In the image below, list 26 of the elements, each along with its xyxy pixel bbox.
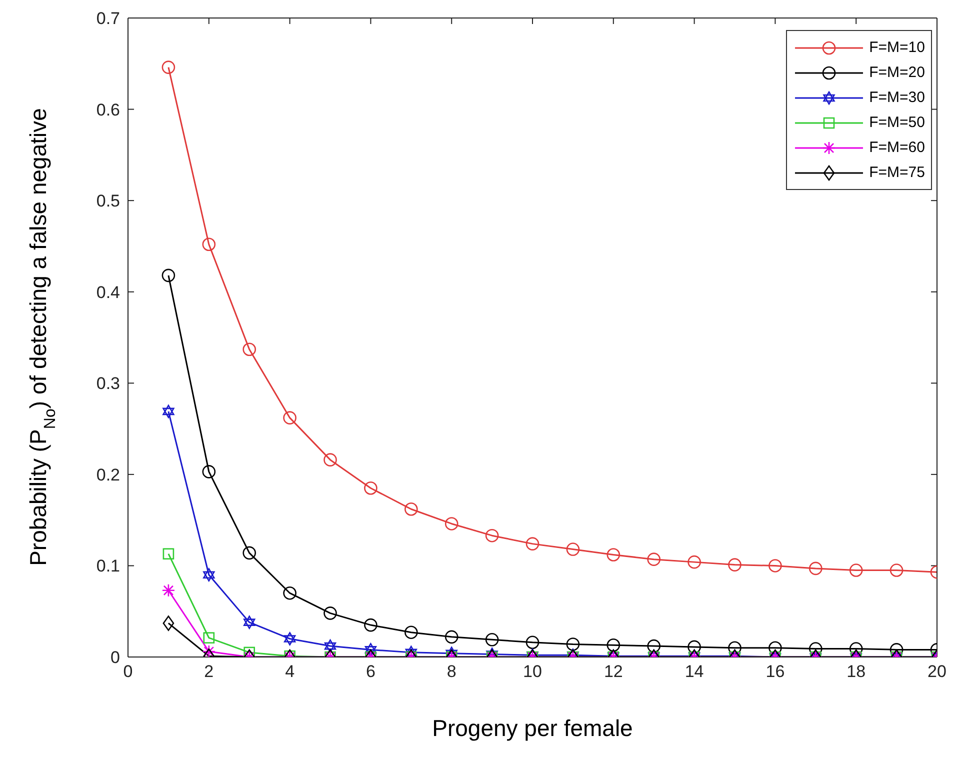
- x-axis-title: Progeny per female: [432, 715, 633, 741]
- legend-label: F=M=30: [869, 89, 925, 106]
- y-tick-label: 0.3: [96, 374, 120, 394]
- x-tick-label: 10: [523, 662, 542, 682]
- y-tick-label: 0.6: [96, 100, 120, 120]
- y-tick-label: 0: [110, 648, 120, 668]
- y-tick-label: 0.4: [96, 282, 120, 302]
- y-tick-label: 0.2: [96, 465, 120, 484]
- x-tick-label: 14: [684, 662, 704, 682]
- x-tick-label: 0: [123, 662, 133, 682]
- legend-label: F=M=10: [869, 39, 925, 56]
- legend-label: F=M=20: [869, 64, 925, 81]
- x-tick-label: 6: [366, 662, 376, 682]
- x-tick-label: 2: [204, 662, 214, 682]
- legend-label: F=M=60: [869, 139, 925, 156]
- x-tick-label: 4: [285, 662, 295, 682]
- x-tick-label: 18: [846, 662, 866, 682]
- x-tick-label: 20: [928, 662, 946, 682]
- x-tick-label: 12: [604, 662, 623, 682]
- x-tick-label: 16: [766, 662, 785, 682]
- x-tick-label: 8: [446, 662, 456, 682]
- y-tick-label: 0.7: [96, 9, 120, 28]
- y-tick-label: 0.1: [96, 556, 120, 576]
- legend-label: F=M=75: [869, 164, 925, 181]
- y-tick-label: 0.5: [96, 192, 120, 211]
- legend-label: F=M=50: [869, 114, 925, 131]
